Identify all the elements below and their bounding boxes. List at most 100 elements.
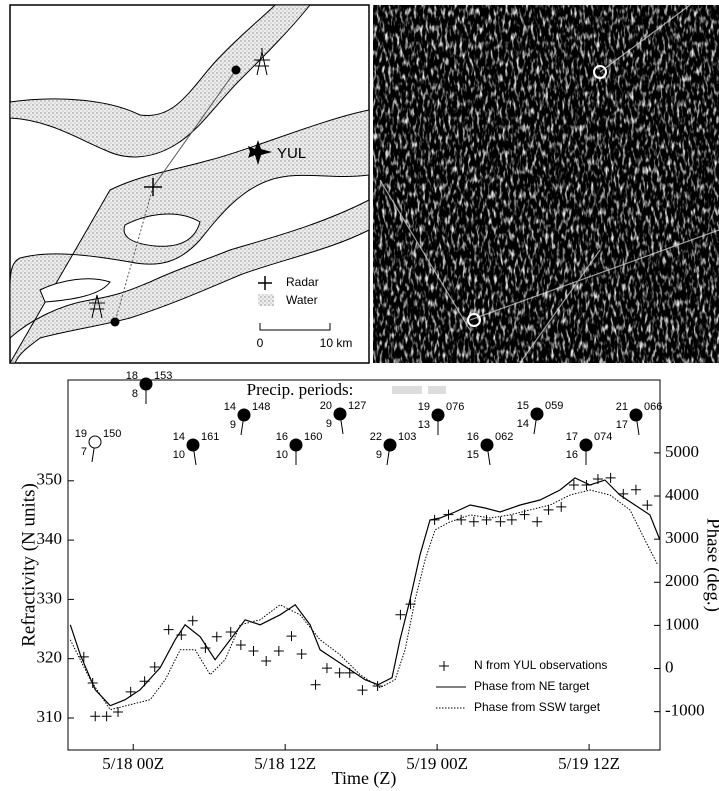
legend-symbol	[439, 661, 449, 671]
legend-label: Phase from SSW target	[474, 700, 601, 714]
data-point	[310, 679, 321, 690]
y2-tick-label: 2000	[665, 571, 699, 590]
scale-label: 10 km	[320, 336, 353, 350]
station-plot: 22 9 103	[370, 431, 416, 466]
scale-label: 0	[257, 336, 264, 350]
data-point	[495, 516, 506, 527]
tower-icon	[89, 48, 270, 319]
ne-target-ring	[593, 65, 607, 79]
station-plot: 15 14 059	[517, 400, 563, 435]
station-plot: 14 10 161	[173, 431, 219, 466]
data-point	[357, 685, 368, 696]
station-circle	[186, 438, 200, 452]
scale-bar	[259, 323, 331, 331]
y2-tick-label: 0	[665, 657, 674, 676]
station-plot: 20 9 127	[320, 400, 366, 435]
legend-radar-symbol	[258, 276, 272, 290]
y-tick-label: 310	[37, 707, 63, 726]
station-dew: 10	[276, 449, 288, 461]
station-circle	[139, 377, 153, 391]
data-point	[506, 514, 517, 525]
station-circle	[237, 408, 251, 422]
precip-title: Precip. periods:	[247, 380, 354, 399]
station-dew: 14	[517, 418, 529, 430]
data-point	[90, 711, 101, 722]
station-temp: 16	[276, 431, 288, 443]
y-tick-label: 320	[37, 648, 63, 667]
y2-tick-label: 5000	[665, 442, 699, 461]
station-temp: 17	[566, 431, 578, 443]
station-pressure: 150	[103, 428, 121, 440]
radar-streaks	[379, 4, 719, 364]
y-axis-title: Refractivity (N units)	[18, 483, 39, 647]
legend-label: N from YUL observations	[474, 658, 607, 672]
ssw-path	[114, 186, 154, 323]
data-point	[261, 656, 272, 667]
station-dew: 9	[230, 419, 236, 431]
station-pressure: 153	[154, 370, 172, 382]
airport-label: YUL	[277, 145, 306, 162]
station-plot: 18 8 153	[126, 370, 172, 404]
chart: Precip. periods: Refractivity (N units) …	[18, 379, 719, 789]
data-point	[605, 472, 616, 483]
radar-clutter	[373, 5, 719, 363]
station-dew: 17	[616, 419, 628, 431]
ssw-target	[110, 317, 120, 327]
y-tick-label: 330	[37, 588, 63, 607]
x-tick-label: 5/18 00Z	[102, 754, 164, 773]
station-pressure: 103	[398, 431, 416, 443]
station-temp: 14	[173, 431, 185, 443]
data-point	[225, 627, 236, 638]
data-point	[543, 504, 554, 515]
data-point	[78, 651, 89, 662]
precip-bar	[428, 386, 446, 394]
station-pressure: 076	[446, 401, 464, 413]
data-point	[481, 514, 492, 525]
station-pressure: 160	[304, 431, 322, 443]
station-temp: 20	[320, 400, 332, 412]
x-tick-label: 5/18 12Z	[254, 754, 316, 773]
station-pressure: 161	[201, 431, 219, 443]
series-line	[69, 489, 659, 711]
station-dew: 9	[376, 449, 382, 461]
station-circle	[579, 438, 593, 452]
station-plot: 16 15 062	[467, 431, 513, 466]
x-tick-label: 5/19 12Z	[558, 754, 620, 773]
y2-tick-label: 4000	[665, 485, 699, 504]
station-pressure: 127	[348, 400, 366, 412]
data-point	[113, 707, 124, 718]
legend-label: Phase from NE target	[474, 679, 590, 693]
legend-label: Water	[286, 293, 318, 307]
station-dew: 10	[173, 449, 185, 461]
data-point	[395, 609, 406, 620]
station-plot: 14 9 148	[224, 401, 270, 436]
station-circle	[333, 407, 347, 421]
airport-icon	[248, 140, 272, 165]
station-circle	[289, 438, 303, 452]
station-pressure: 148	[252, 401, 270, 413]
station-temp: 14	[224, 401, 236, 413]
station-plot: 21 17 066	[616, 401, 662, 436]
data-point	[235, 640, 246, 651]
station-temp: 19	[418, 401, 430, 413]
x-axis-title: Time (Z)	[332, 768, 397, 789]
plot-frame	[67, 379, 661, 751]
data-point	[296, 648, 307, 659]
y2-tick-label: -1000	[665, 701, 705, 720]
data-point	[642, 500, 653, 511]
station-circle	[480, 438, 494, 452]
station-circle	[88, 435, 102, 449]
data-point	[630, 484, 641, 495]
data-point	[286, 631, 297, 642]
island	[39, 278, 111, 303]
station-temp: 21	[616, 401, 628, 413]
map-panel: YUL Radar Water 0 10 km	[9, 4, 370, 364]
station-pressure: 074	[594, 431, 612, 443]
x-tick-label: 5/19 00Z	[406, 754, 468, 773]
data-point	[163, 624, 174, 635]
station-circle	[530, 407, 544, 421]
station-pressure: 066	[644, 401, 662, 413]
river-north	[9, 4, 312, 158]
station-plot: 16 10 160	[276, 431, 322, 465]
